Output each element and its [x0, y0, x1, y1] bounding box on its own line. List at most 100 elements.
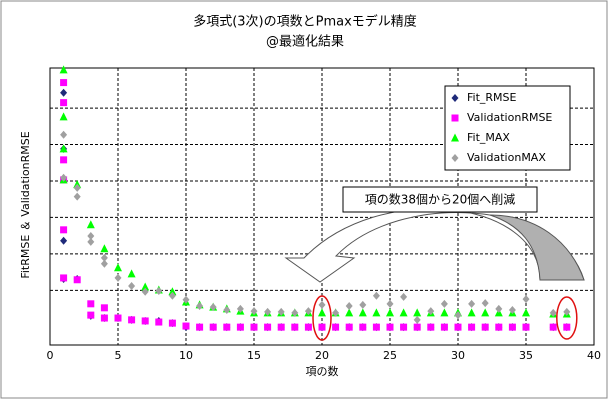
- data-point: [358, 308, 367, 317]
- data-point: [59, 144, 68, 153]
- data-point: [318, 308, 326, 317]
- data-point: [196, 323, 204, 331]
- data-point: [563, 323, 571, 331]
- data-point: [400, 323, 408, 331]
- data-point: [427, 323, 435, 331]
- data-point: [400, 292, 408, 301]
- data-point: [481, 323, 489, 331]
- data-point: [60, 79, 68, 87]
- data-point: [223, 306, 231, 315]
- data-point: [318, 323, 326, 331]
- data-point: [128, 316, 136, 324]
- data-point: [304, 307, 312, 316]
- data-point: [182, 295, 190, 304]
- legend-box: [444, 85, 571, 171]
- data-point: [332, 323, 340, 331]
- data-point: [141, 317, 149, 325]
- data-point: [508, 323, 516, 331]
- data-point: [209, 303, 217, 312]
- data-point: [86, 220, 95, 229]
- legend-marker: [451, 94, 459, 102]
- data-point: [495, 323, 503, 331]
- data-point: [60, 156, 68, 164]
- data-point: [100, 259, 108, 268]
- data-point: [372, 323, 380, 331]
- data-point: [372, 308, 381, 317]
- data-point: [440, 308, 449, 317]
- data-point: [73, 183, 81, 192]
- legend-label: ValidationRMSE: [467, 111, 552, 124]
- x-tick-label: 15: [247, 349, 261, 362]
- data-point: [399, 308, 408, 317]
- data-point: [114, 263, 122, 272]
- data-point: [59, 112, 68, 121]
- data-point: [386, 323, 394, 331]
- x-tick-label: 10: [179, 349, 193, 362]
- highlight-ellipse: [312, 295, 332, 341]
- data-point: [345, 302, 353, 311]
- data-point: [73, 192, 81, 201]
- data-point: [168, 319, 176, 327]
- data-point: [359, 300, 367, 309]
- data-point: [481, 308, 490, 317]
- data-point: [454, 323, 462, 331]
- data-point: [427, 307, 435, 316]
- data-point: [359, 323, 367, 331]
- data-point: [209, 323, 217, 331]
- data-point: [196, 302, 204, 311]
- x-tick-label: 0: [47, 349, 54, 362]
- data-point: [468, 299, 476, 308]
- data-point: [332, 308, 340, 317]
- data-point: [223, 323, 231, 331]
- data-point: [59, 65, 68, 74]
- chart-title: 多項式(3次)の項数とPmaxモデル精度: [193, 14, 417, 30]
- legend-label: Fit_RMSE: [467, 91, 517, 104]
- data-point: [291, 308, 299, 317]
- data-point: [250, 307, 258, 316]
- data-point: [413, 323, 421, 331]
- data-point: [141, 287, 149, 296]
- data-point: [250, 323, 258, 331]
- data-point: [87, 300, 95, 308]
- annotation: 項の数38個から20個へ削減: [365, 192, 516, 207]
- data-point: [87, 311, 95, 319]
- legend-marker: [451, 133, 459, 142]
- data-point: [168, 291, 176, 300]
- x-tick-label: 5: [115, 349, 122, 362]
- data-point: [318, 300, 326, 309]
- chart-subtitle: @最適化結果: [266, 34, 344, 50]
- data-point: [87, 232, 95, 241]
- x-tick-label: 40: [587, 349, 601, 362]
- data-point: [114, 273, 122, 282]
- data-point: [549, 308, 557, 317]
- data-point: [155, 318, 163, 326]
- data-point: [386, 308, 394, 317]
- data-point: [372, 291, 380, 300]
- data-point: [277, 323, 285, 331]
- data-point: [454, 311, 462, 320]
- data-point: [60, 173, 68, 182]
- data-point: [100, 314, 108, 322]
- data-point: [100, 253, 108, 262]
- data-point: [60, 88, 68, 97]
- data-point: [522, 295, 530, 304]
- y-axis-label: FitRMSE ＆ ValidationRMSE: [19, 131, 32, 278]
- data-point: [60, 99, 68, 107]
- data-point: [60, 274, 68, 282]
- highlight-ellipse: [556, 296, 578, 340]
- data-point: [236, 323, 244, 331]
- data-point: [522, 308, 530, 317]
- data-point: [264, 323, 272, 331]
- data-point: [277, 307, 285, 316]
- x-tick-label: 25: [383, 349, 397, 362]
- data-point: [468, 323, 476, 331]
- data-point: [60, 236, 68, 245]
- data-point: [440, 323, 448, 331]
- data-point: [236, 304, 244, 313]
- x-tick-label: 35: [519, 349, 533, 362]
- data-point: [291, 323, 299, 331]
- data-point: [508, 306, 516, 315]
- x-tick-label: 30: [451, 349, 465, 362]
- data-point: [127, 269, 136, 278]
- data-point: [114, 314, 122, 322]
